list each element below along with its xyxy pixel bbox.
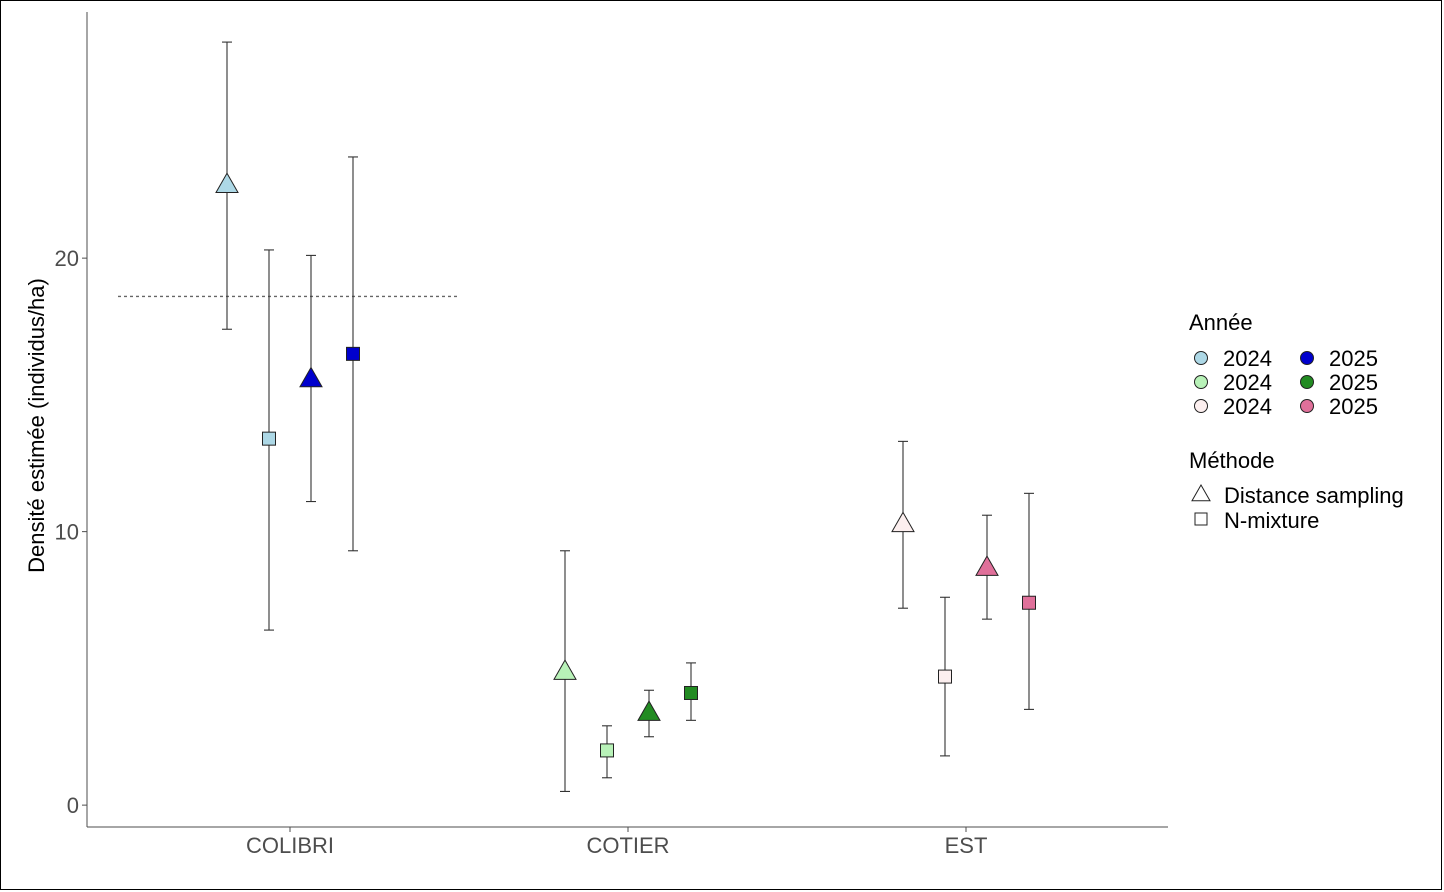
legend-method-label: Distance sampling <box>1224 483 1404 508</box>
plot-panel: 0 10 20 COLIBRI COTIER EST Densité estimée (in… <box>24 12 1168 858</box>
legend: Année 2024 2025 2024 2025 2024 2025 Méthode Dist… <box>1189 310 1404 533</box>
legend-title-method: Méthode <box>1189 448 1275 473</box>
legend-year-key <box>1300 399 1314 413</box>
legend-year-key <box>1300 375 1314 389</box>
point-triangle <box>299 366 323 388</box>
y-axis-title: Densité estimée (individus/ha) <box>24 278 49 573</box>
legend-year-key <box>1194 399 1208 413</box>
legend-year-label: 2025 <box>1329 370 1378 395</box>
y-tick-label: 20 <box>55 246 79 271</box>
legend-method-label: N-mixture <box>1224 508 1319 533</box>
point-square <box>684 685 698 700</box>
point-square <box>938 669 952 684</box>
point-triangle <box>553 659 577 680</box>
legend-year-label: 2024 <box>1223 370 1272 395</box>
point-triangle <box>637 700 661 721</box>
point-square <box>1022 595 1036 610</box>
legend-method-triangle-key <box>1191 483 1211 502</box>
legend-year-label: 2024 <box>1223 394 1272 419</box>
legend-year-label: 2024 <box>1223 346 1272 371</box>
point-triangle <box>975 555 999 576</box>
legend-year-key <box>1194 375 1208 389</box>
x-tick-label: COLIBRI <box>246 833 334 858</box>
legend-year-label: 2025 <box>1329 394 1378 419</box>
y-tick-label: 0 <box>67 793 79 818</box>
legend-year-key <box>1194 351 1208 365</box>
point-triangle <box>215 172 239 194</box>
legend-year-key <box>1300 351 1314 365</box>
legend-method-square-key <box>1194 512 1208 526</box>
point-square <box>346 346 360 361</box>
point-square <box>262 431 276 446</box>
point-triangle <box>891 511 915 533</box>
legend-year-label: 2025 <box>1329 346 1378 371</box>
y-tick-label: 10 <box>55 520 79 545</box>
legend-title-year: Année <box>1189 310 1253 335</box>
x-tick-label: EST <box>945 833 988 858</box>
point-square <box>600 743 614 758</box>
x-tick-label: COTIER <box>586 833 669 858</box>
